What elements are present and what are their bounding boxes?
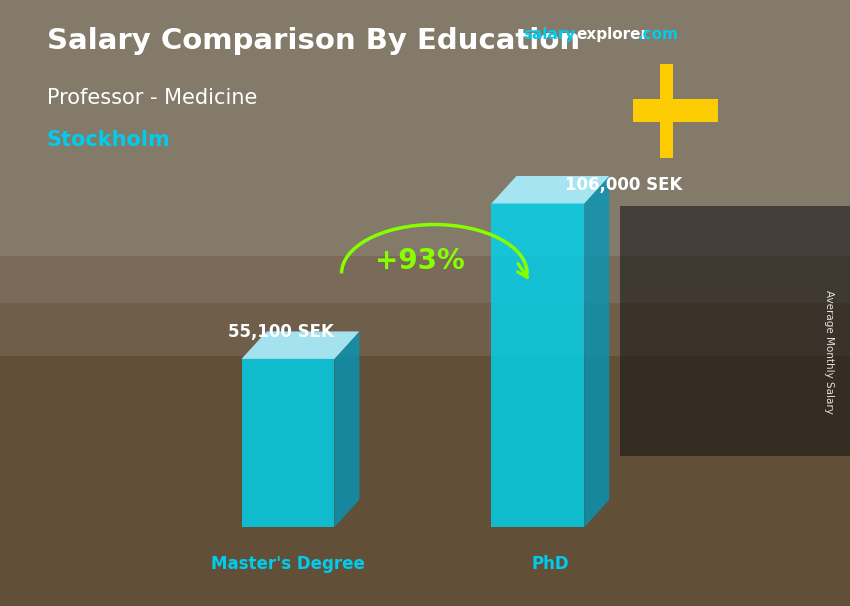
Bar [633, 99, 718, 122]
Text: Average Monthly Salary: Average Monthly Salary [824, 290, 834, 413]
Text: explorer: explorer [576, 27, 649, 42]
Bar [660, 64, 672, 158]
Bar [0, 256, 850, 356]
Polygon shape [241, 359, 334, 527]
Text: salary: salary [523, 27, 575, 42]
Text: Master's Degree: Master's Degree [211, 554, 365, 573]
Text: Stockholm: Stockholm [47, 130, 171, 150]
Text: PhD: PhD [531, 554, 570, 573]
Text: Professor - Medicine: Professor - Medicine [47, 88, 257, 108]
Bar [0, 0, 850, 303]
Bar [620, 206, 850, 456]
Text: 55,100 SEK: 55,100 SEK [228, 322, 334, 341]
Text: +93%: +93% [375, 247, 465, 275]
Polygon shape [491, 176, 609, 204]
Text: .com: .com [638, 27, 678, 42]
Text: Salary Comparison By Education: Salary Comparison By Education [47, 27, 580, 55]
Text: 106,000 SEK: 106,000 SEK [565, 176, 683, 195]
Polygon shape [584, 176, 609, 527]
Polygon shape [491, 204, 584, 527]
Polygon shape [241, 331, 360, 359]
Polygon shape [334, 331, 360, 527]
Bar [0, 303, 850, 606]
